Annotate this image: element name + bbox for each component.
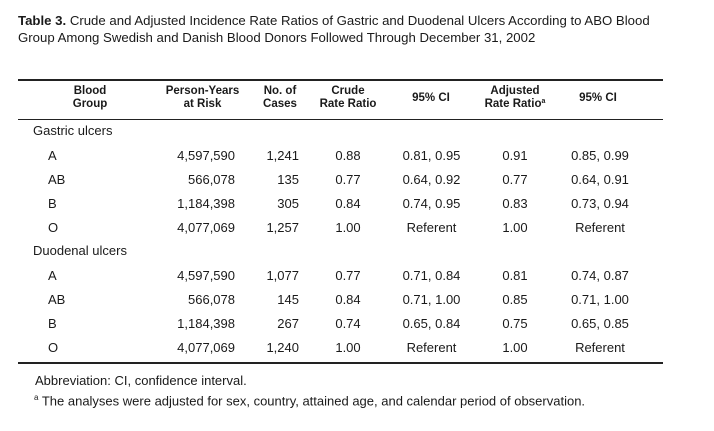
- header-ci-crude-text: 95% CI: [412, 92, 450, 104]
- header-crude-line1: Crude: [331, 85, 365, 97]
- cell-ci-crude: 0.74, 0.95: [402, 196, 461, 211]
- top-rule: [18, 79, 663, 81]
- section-title: Duodenal ulcers: [33, 243, 127, 258]
- table-row: AB 566,078 135 0.77 0.64, 0.92 0.77 0.64, 0.91: [0, 172, 714, 189]
- cell-ci-crude: 0.65, 0.84: [402, 316, 461, 331]
- header-cases: No. of Cases: [252, 85, 308, 111]
- cell-crude-rate-ratio: 0.74: [335, 316, 361, 331]
- header-adjusted-line2-text: Rate Ratio: [484, 98, 542, 110]
- cell-person-years: 4,077,069: [177, 340, 235, 355]
- cell-cases: 135: [277, 172, 299, 187]
- table-label: Table 3.: [18, 13, 67, 28]
- cell-adjusted-rate-ratio: 0.91: [502, 148, 528, 163]
- cell-ci-adjusted: 0.65, 0.85: [571, 316, 629, 331]
- cell-person-years: 1,184,398: [177, 196, 235, 211]
- footnote-adjustment: a The analyses were adjusted for sex, co…: [18, 389, 618, 409]
- header-ci-adjusted-text: 95% CI: [579, 92, 617, 104]
- table-row: A 4,597,590 1,077 0.77 0.71, 0.84 0.81 0.74, 0…: [0, 268, 714, 285]
- cell-ci-crude: 0.64, 0.92: [402, 172, 461, 187]
- cell-adjusted-rate-ratio: 0.75: [502, 316, 528, 331]
- cell-person-years: 566,078: [188, 172, 235, 187]
- table-title: Crude and Adjusted Incidence Rate Ratios…: [18, 13, 650, 45]
- header-person-years: Person-Years at Risk: [155, 85, 250, 111]
- cell-cases: 305: [277, 196, 299, 211]
- cell-crude-rate-ratio: 0.77: [335, 172, 361, 187]
- footnote-text: The analyses were adjusted for sex, coun…: [41, 393, 586, 409]
- header-adjusted-line1: Adjusted: [490, 85, 540, 97]
- header-blood-group-line1: Blood: [73, 85, 107, 97]
- section-title: Gastric ulcers: [33, 123, 113, 138]
- cell-crude-rate-ratio: 0.88: [335, 148, 361, 163]
- cell-crude-rate-ratio: 0.84: [335, 292, 361, 307]
- header-person-years-line1: Person-Years: [165, 85, 240, 97]
- cell-blood-group: AB: [48, 172, 66, 187]
- table-row: O 4,077,069 1,240 1.00 Referent 1.00 Referent: [0, 340, 714, 357]
- header-blood-group: Blood Group: [60, 85, 120, 111]
- header-rule: [18, 119, 663, 120]
- header-ci-crude: 95% CI: [400, 92, 462, 105]
- header-cases-line2: Cases: [263, 98, 297, 110]
- header-cases-line1: No. of: [263, 85, 297, 97]
- cell-blood-group: A: [48, 148, 57, 163]
- cell-cases: 1,077: [266, 268, 299, 283]
- header-crude-rate-ratio: Crude Rate Ratio: [312, 85, 384, 111]
- cell-ci-crude: Referent: [406, 220, 457, 235]
- header-person-years-line2: at Risk: [183, 98, 222, 110]
- cell-crude-rate-ratio: 1.00: [335, 220, 361, 235]
- cell-crude-rate-ratio: 0.84: [335, 196, 361, 211]
- cell-person-years: 1,184,398: [177, 316, 235, 331]
- cell-blood-group: O: [48, 340, 59, 355]
- table-row: AB 566,078 145 0.84 0.71, 1.00 0.85 0.71, 1.00: [0, 292, 714, 309]
- cell-adjusted-rate-ratio: 0.81: [502, 268, 528, 283]
- cell-person-years: 4,597,590: [177, 268, 235, 283]
- table-row: A 4,597,590 1,241 0.88 0.81, 0.95 0.91 0.85, 0…: [0, 148, 714, 165]
- cell-ci-adjusted: 0.71, 1.00: [571, 292, 629, 307]
- cell-cases: 1,240: [266, 340, 299, 355]
- cell-person-years: 4,077,069: [177, 220, 235, 235]
- cell-blood-group: B: [48, 316, 57, 331]
- cell-cases: 145: [277, 292, 299, 307]
- header-adjusted-rate-ratio: Adjusted Rate Ratioa: [474, 85, 556, 111]
- cell-crude-rate-ratio: 0.77: [335, 268, 361, 283]
- bottom-rule: [18, 362, 663, 364]
- cell-ci-crude: 0.71, 0.84: [402, 268, 461, 283]
- cell-cases: 267: [277, 316, 299, 331]
- cell-ci-adjusted: 0.73, 0.94: [571, 196, 629, 211]
- cell-person-years: 566,078: [188, 292, 235, 307]
- cell-adjusted-rate-ratio: 1.00: [502, 340, 528, 355]
- cell-adjusted-rate-ratio: 0.77: [502, 172, 528, 187]
- table-caption: Table 3. Crude and Adjusted Incidence Ra…: [18, 12, 678, 46]
- header-adjusted-footnote-marker: a: [541, 98, 546, 105]
- cell-cases: 1,241: [266, 148, 299, 163]
- cell-blood-group: O: [48, 220, 59, 235]
- table-row: O 4,077,069 1,257 1.00 Referent 1.00 Referent: [0, 220, 714, 237]
- cell-blood-group: AB: [48, 292, 66, 307]
- cell-crude-rate-ratio: 1.00: [335, 340, 361, 355]
- header-adjusted-line2: Rate Ratioa: [474, 98, 556, 111]
- cell-ci-adjusted: Referent: [575, 340, 625, 355]
- header-crude-line2: Rate Ratio: [319, 98, 377, 110]
- cell-cases: 1,257: [266, 220, 299, 235]
- footnote-marker: a: [34, 393, 39, 402]
- cell-ci-adjusted: 0.64, 0.91: [571, 172, 629, 187]
- cell-blood-group: A: [48, 268, 57, 283]
- cell-adjusted-rate-ratio: 1.00: [502, 220, 528, 235]
- header-blood-group-line2: Group: [72, 98, 108, 110]
- cell-ci-crude: 0.71, 1.00: [402, 292, 461, 307]
- cell-ci-adjusted: 0.85, 0.99: [571, 148, 629, 163]
- cell-ci-crude: 0.81, 0.95: [402, 148, 461, 163]
- cell-ci-adjusted: Referent: [575, 220, 625, 235]
- cell-blood-group: B: [48, 196, 57, 211]
- table-row: B 1,184,398 305 0.84 0.74, 0.95 0.83 0.73, 0.9…: [0, 196, 714, 213]
- cell-person-years: 4,597,590: [177, 148, 235, 163]
- cell-ci-adjusted: 0.74, 0.87: [571, 268, 629, 283]
- footnote-abbreviation: Abbreviation: CI, confidence interval.: [35, 373, 247, 388]
- cell-ci-crude: Referent: [406, 340, 457, 355]
- cell-adjusted-rate-ratio: 0.83: [502, 196, 528, 211]
- cell-adjusted-rate-ratio: 0.85: [502, 292, 528, 307]
- header-ci-adjusted: 95% CI: [566, 92, 630, 105]
- table-row: B 1,184,398 267 0.74 0.65, 0.84 0.75 0.65, 0.8…: [0, 316, 714, 333]
